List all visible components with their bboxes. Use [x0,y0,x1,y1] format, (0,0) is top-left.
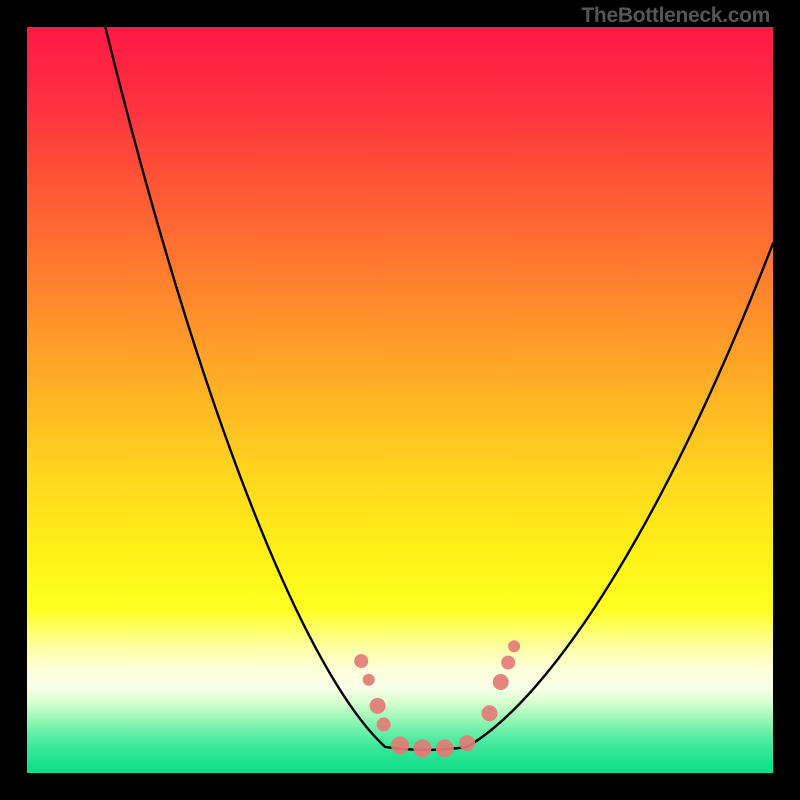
bottleneck-curve [105,27,773,750]
marker-point [391,736,409,754]
plot-area [27,27,773,773]
marker-point [354,654,368,668]
marker-point [459,735,475,751]
attribution-label: TheBottleneck.com [581,4,770,28]
marker-point [501,656,515,670]
marker-point [370,698,386,714]
marker-point [482,705,498,721]
marker-point [508,640,520,652]
marker-point [493,674,509,690]
curve-layer [27,27,773,773]
marker-point [377,718,391,732]
marker-point [413,739,431,757]
chart-frame: TheBottleneck.com [0,0,800,800]
marker-point [363,674,375,686]
marker-point [436,739,454,757]
